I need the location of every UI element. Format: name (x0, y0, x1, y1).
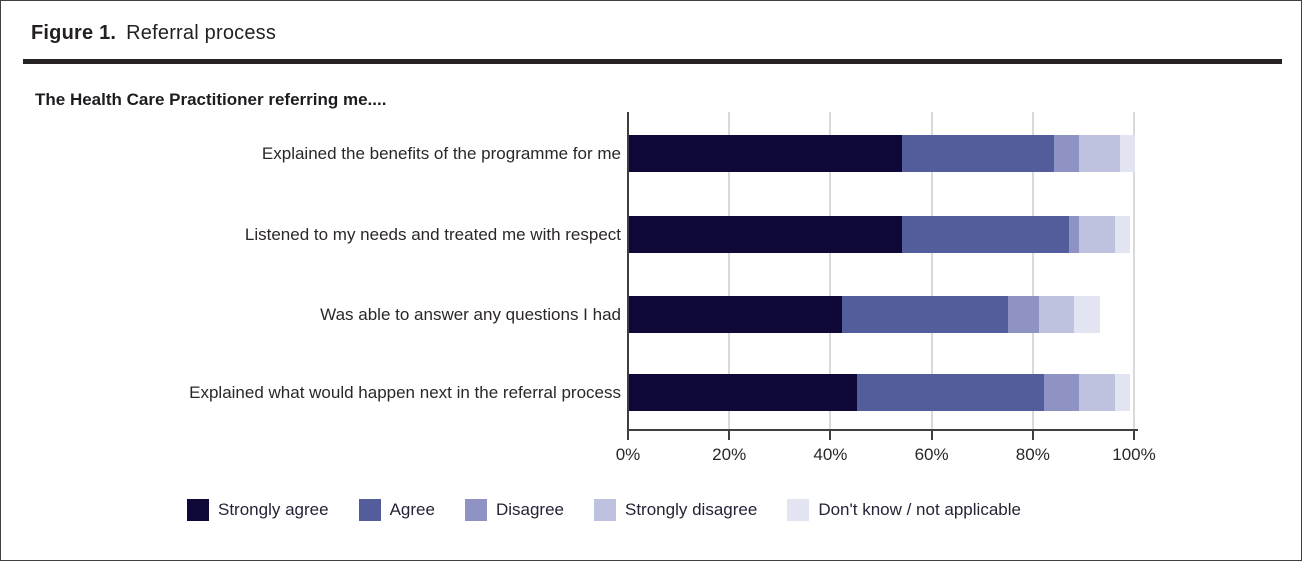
x-axis-tick (627, 431, 629, 440)
bar-segment-don-t-know-not-applicable (1074, 296, 1100, 333)
gridline-80 (1031, 112, 1034, 430)
x-axis-tick-label: 40% (813, 445, 848, 464)
gridline-40 (829, 112, 832, 430)
plot-area (628, 112, 1135, 430)
legend-item-agree: Agree (358, 499, 435, 521)
bar-segment-agree (902, 135, 1055, 172)
bar-segment-disagree (1008, 296, 1039, 333)
bar-row-2 (629, 296, 1100, 333)
y-axis-line (627, 112, 629, 431)
legend-swatch (187, 499, 209, 521)
x-axis-tick (829, 431, 832, 440)
category-label: Listened to my needs and treated me with… (244, 225, 621, 244)
legend-label: Strongly agree (218, 500, 329, 519)
figure-title: Referral process (126, 22, 277, 44)
chart-legend: Strongly agree Agree Disagree Strongly disa… (187, 499, 1021, 521)
bar-segment-strongly-agree (629, 216, 903, 253)
category-label: Was able to answer any questions I had (320, 305, 621, 324)
x-axis-line (627, 429, 1138, 431)
legend-swatch (464, 499, 487, 521)
legend-label: Disagree (495, 500, 564, 519)
bar-segment-don-t-know-not-applicable (1119, 135, 1135, 172)
bar-segment-strongly-agree (629, 296, 842, 333)
bar-segment-disagree (1069, 216, 1080, 253)
bar-segment-agree (856, 374, 1044, 411)
legend-item-disagree: Disagree (464, 499, 564, 521)
bar-segment-strongly-agree (629, 374, 857, 411)
legend-item-strongly-agree: Strongly agree (187, 499, 329, 521)
gridline-20 (728, 112, 731, 430)
legend-item-strongly-disagree: Strongly disagree (594, 499, 757, 521)
bar-segment-agree (841, 296, 1009, 333)
legend-swatch (594, 499, 616, 521)
legend-item-don-t-know-not-applicable: Don't know / not applicable (787, 499, 1021, 521)
figure-heading: Figure 1. Referral process (31, 22, 276, 45)
legend-label: Strongly disagree (625, 500, 758, 519)
figure-label: Figure 1. (31, 22, 117, 44)
x-axis-tick-label: 80% (1015, 445, 1050, 464)
x-axis-tick-label: 20% (712, 445, 747, 464)
bar-segment-strongly-disagree (1038, 296, 1075, 333)
x-axis-tick (930, 431, 933, 440)
bar-segment-strongly-disagree (1079, 374, 1115, 411)
chart-prompt: The Health Care Practitioner referring m… (35, 90, 387, 109)
legend-swatch (787, 499, 810, 521)
bar-segment-disagree (1054, 135, 1080, 172)
bar-segment-strongly-disagree (1079, 135, 1120, 172)
x-axis-tick (728, 431, 731, 440)
legend-label: Agree (389, 500, 435, 519)
gridline-100 (1133, 112, 1135, 430)
bar-segment-strongly-disagree (1079, 216, 1115, 253)
bar-segment-don-t-know-not-applicable (1114, 374, 1130, 411)
bar-segment-don-t-know-not-applicable (1114, 216, 1130, 253)
x-axis-tick (1133, 431, 1135, 440)
legend-label: Don't know / not applicable (818, 500, 1021, 519)
bar-segment-disagree (1043, 374, 1080, 411)
x-axis-tick-label: 60% (914, 445, 949, 464)
title-divider (23, 59, 1282, 64)
bar-segment-agree (902, 216, 1070, 253)
category-label: Explained what would happen next in the … (189, 383, 621, 402)
bar-row-3 (629, 374, 1130, 411)
x-axis-tick (1031, 431, 1034, 440)
legend-swatch (358, 499, 381, 521)
bar-row-0 (629, 135, 1135, 172)
gridline-60 (930, 112, 933, 430)
bar-segment-strongly-agree (629, 135, 903, 172)
bar-row-1 (629, 216, 1130, 253)
x-axis-tick-label: 100% (1112, 445, 1156, 464)
category-label: Explained the benefits of the programme … (261, 144, 621, 163)
x-axis-tick-label: 0% (615, 445, 641, 464)
